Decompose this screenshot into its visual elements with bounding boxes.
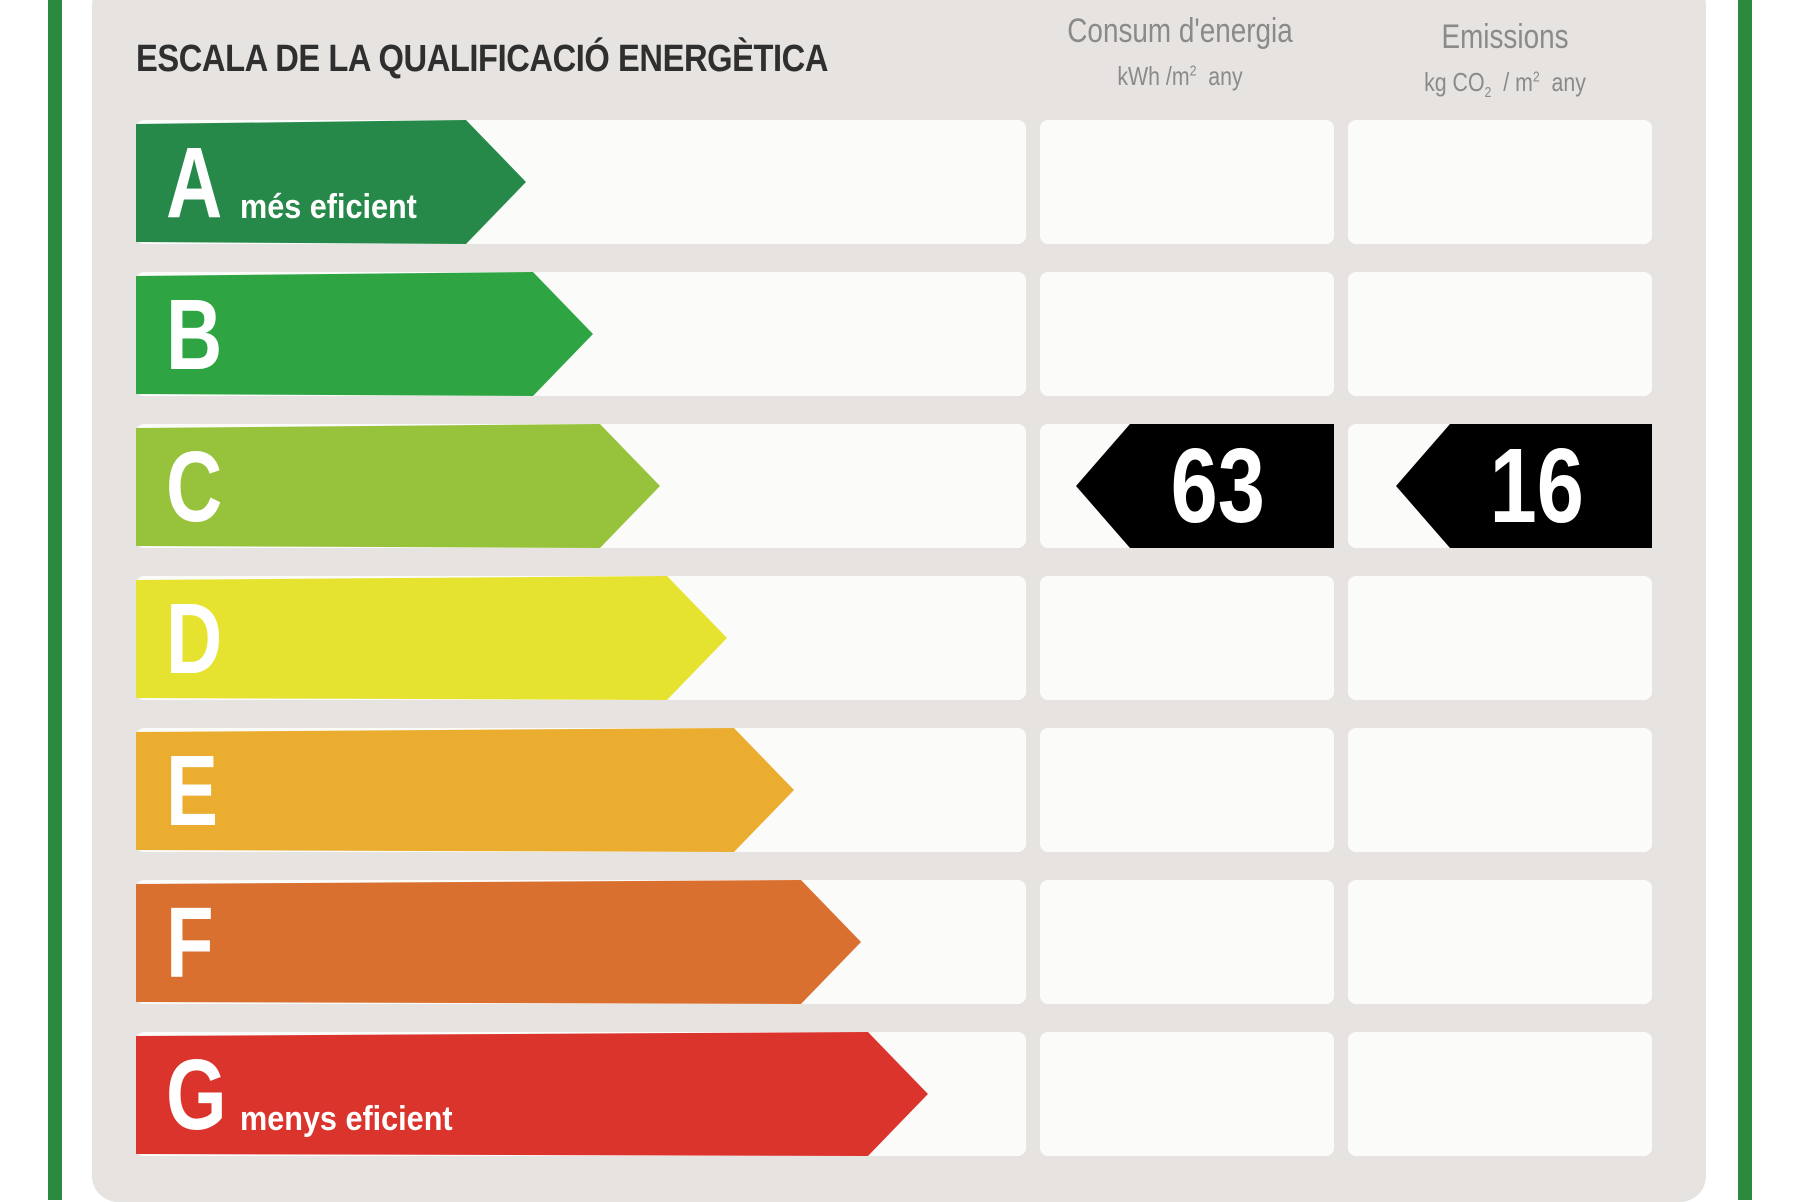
emissions-cell bbox=[1348, 728, 1652, 852]
class-arrow-d: D bbox=[136, 576, 727, 700]
energy-rating-tag: 63 bbox=[1076, 424, 1334, 548]
energy-column-unit: kWh /m2 any bbox=[1117, 61, 1243, 91]
emissions-rating-tag-value: 16 bbox=[1489, 427, 1584, 545]
arrow-shape bbox=[136, 1032, 928, 1156]
class-arrow-e: E bbox=[136, 728, 794, 852]
energy-column-header: Consum d'energia kWh /m2 any bbox=[1030, 12, 1330, 92]
emissions-rating-tag: 16 bbox=[1396, 424, 1652, 548]
class-arrow-b: B bbox=[136, 272, 593, 396]
class-arrow-c: C bbox=[136, 424, 660, 548]
class-sublabel: menys eficient bbox=[240, 1100, 453, 1138]
scale-title: ESCALA DE LA QUALIFICACIÓ ENERGÈTICA bbox=[136, 38, 828, 80]
energy-cell bbox=[1040, 576, 1334, 700]
left-green-border bbox=[48, 0, 62, 1200]
class-letter: E bbox=[166, 735, 219, 847]
arrow-shape bbox=[136, 424, 660, 548]
emissions-column-label: Emissions bbox=[1441, 18, 1569, 56]
class-letter: G bbox=[166, 1039, 227, 1151]
class-letter: F bbox=[166, 887, 214, 999]
arrow-shape bbox=[136, 120, 526, 244]
class-arrow-f: F bbox=[136, 880, 861, 1004]
class-row-e: E bbox=[136, 728, 1666, 852]
class-letter: A bbox=[166, 127, 223, 239]
energy-column-label: Consum d'energia bbox=[1067, 12, 1293, 50]
emissions-cell bbox=[1348, 272, 1652, 396]
class-sublabel: més eficient bbox=[240, 188, 417, 226]
class-letter: B bbox=[166, 279, 223, 391]
class-letter: D bbox=[166, 583, 223, 695]
emissions-cell bbox=[1348, 120, 1652, 244]
class-letter: C bbox=[166, 431, 223, 543]
energy-cell bbox=[1040, 1032, 1334, 1156]
emissions-cell bbox=[1348, 576, 1652, 700]
emissions-cell bbox=[1348, 880, 1652, 1004]
energy-rating-tag-value: 63 bbox=[1170, 427, 1265, 545]
class-row-f: F bbox=[136, 880, 1666, 1004]
arrow-shape bbox=[136, 728, 794, 852]
emissions-column-header: Emissions kg CO2 / m2 any bbox=[1340, 18, 1670, 101]
emissions-cell bbox=[1348, 1032, 1652, 1156]
arrow-shape bbox=[136, 880, 861, 1004]
arrow-shape bbox=[136, 272, 593, 396]
energy-cell bbox=[1040, 728, 1334, 852]
emissions-column-unit: kg CO2 / m2 any bbox=[1424, 67, 1586, 102]
energy-cell bbox=[1040, 880, 1334, 1004]
energy-cell bbox=[1040, 272, 1334, 396]
class-row-b: B bbox=[136, 272, 1666, 396]
arrow-shape bbox=[136, 576, 727, 700]
class-row-c: C 63 16 bbox=[136, 424, 1666, 548]
class-row-d: D bbox=[136, 576, 1666, 700]
right-green-border bbox=[1738, 0, 1752, 1200]
energy-cell bbox=[1040, 120, 1334, 244]
